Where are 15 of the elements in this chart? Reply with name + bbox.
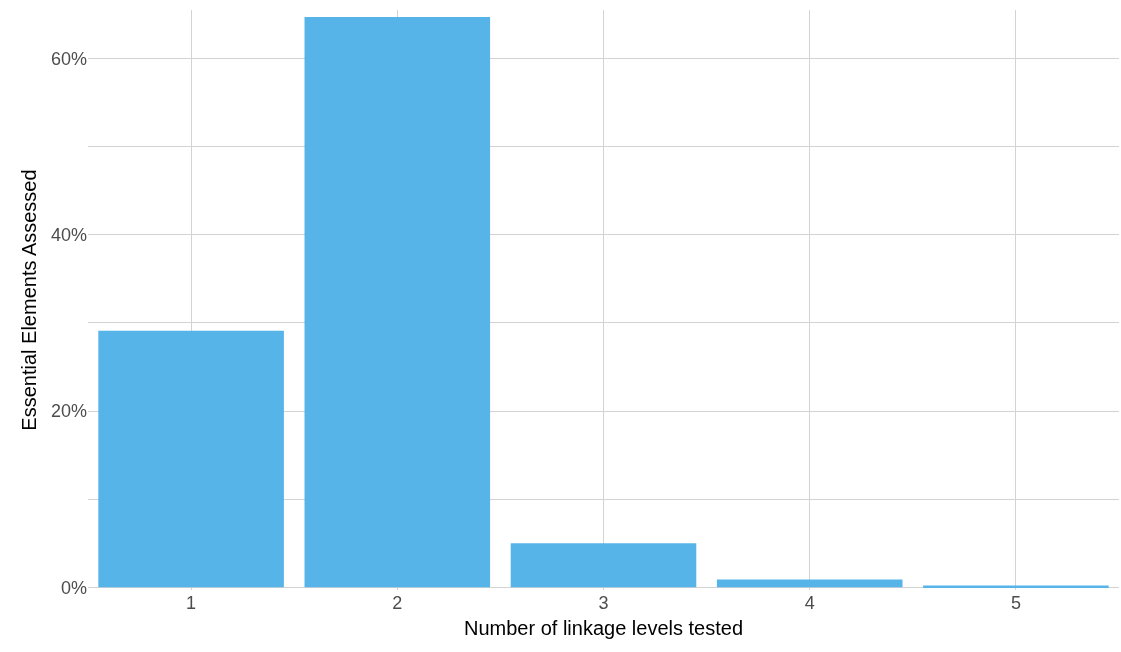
y-tick-label: 0% [60,577,87,598]
bar [510,543,697,588]
bar [716,579,903,588]
x-axis-title: Number of linkage levels tested [463,616,744,639]
y-tick-label: 60% [50,48,87,69]
x-tick-label: 3 [598,593,609,613]
x-tick-label: 5 [1010,593,1021,613]
y-tick-label: 20% [50,401,87,422]
bar [304,17,491,588]
y-axis-title: Essential Elements Assessed [18,169,41,431]
bar [98,330,284,588]
y-tick-label: 40% [50,225,87,246]
x-tick-label: 4 [804,593,815,613]
x-tick-label: 1 [186,593,197,613]
x-tick-label: 2 [392,593,403,613]
